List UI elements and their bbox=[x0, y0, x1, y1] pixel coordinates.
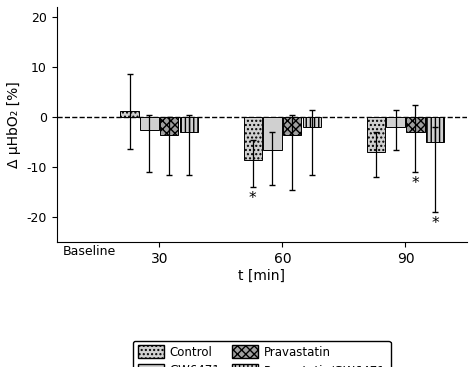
Bar bbox=[303, 117, 321, 127]
Y-axis label: Δ μHbO₂ [%]: Δ μHbO₂ [%] bbox=[7, 81, 21, 168]
Text: *: * bbox=[431, 216, 439, 231]
Bar bbox=[367, 117, 385, 152]
Text: Baseline: Baseline bbox=[63, 245, 116, 258]
Bar bbox=[283, 117, 301, 135]
Text: *: * bbox=[411, 176, 419, 191]
Bar bbox=[244, 117, 262, 160]
Legend: Control, GW6471, Pravastatin, Pravastatin/GW6471: Control, GW6471, Pravastatin, Pravastati… bbox=[133, 341, 391, 367]
Bar bbox=[160, 117, 178, 135]
Bar bbox=[180, 117, 198, 132]
Bar bbox=[263, 117, 282, 150]
Bar bbox=[386, 117, 405, 127]
Bar bbox=[120, 111, 139, 117]
Bar bbox=[426, 117, 444, 142]
Bar bbox=[140, 117, 159, 130]
X-axis label: t [min]: t [min] bbox=[238, 269, 285, 283]
Bar bbox=[406, 117, 425, 132]
Text: *: * bbox=[249, 191, 256, 206]
